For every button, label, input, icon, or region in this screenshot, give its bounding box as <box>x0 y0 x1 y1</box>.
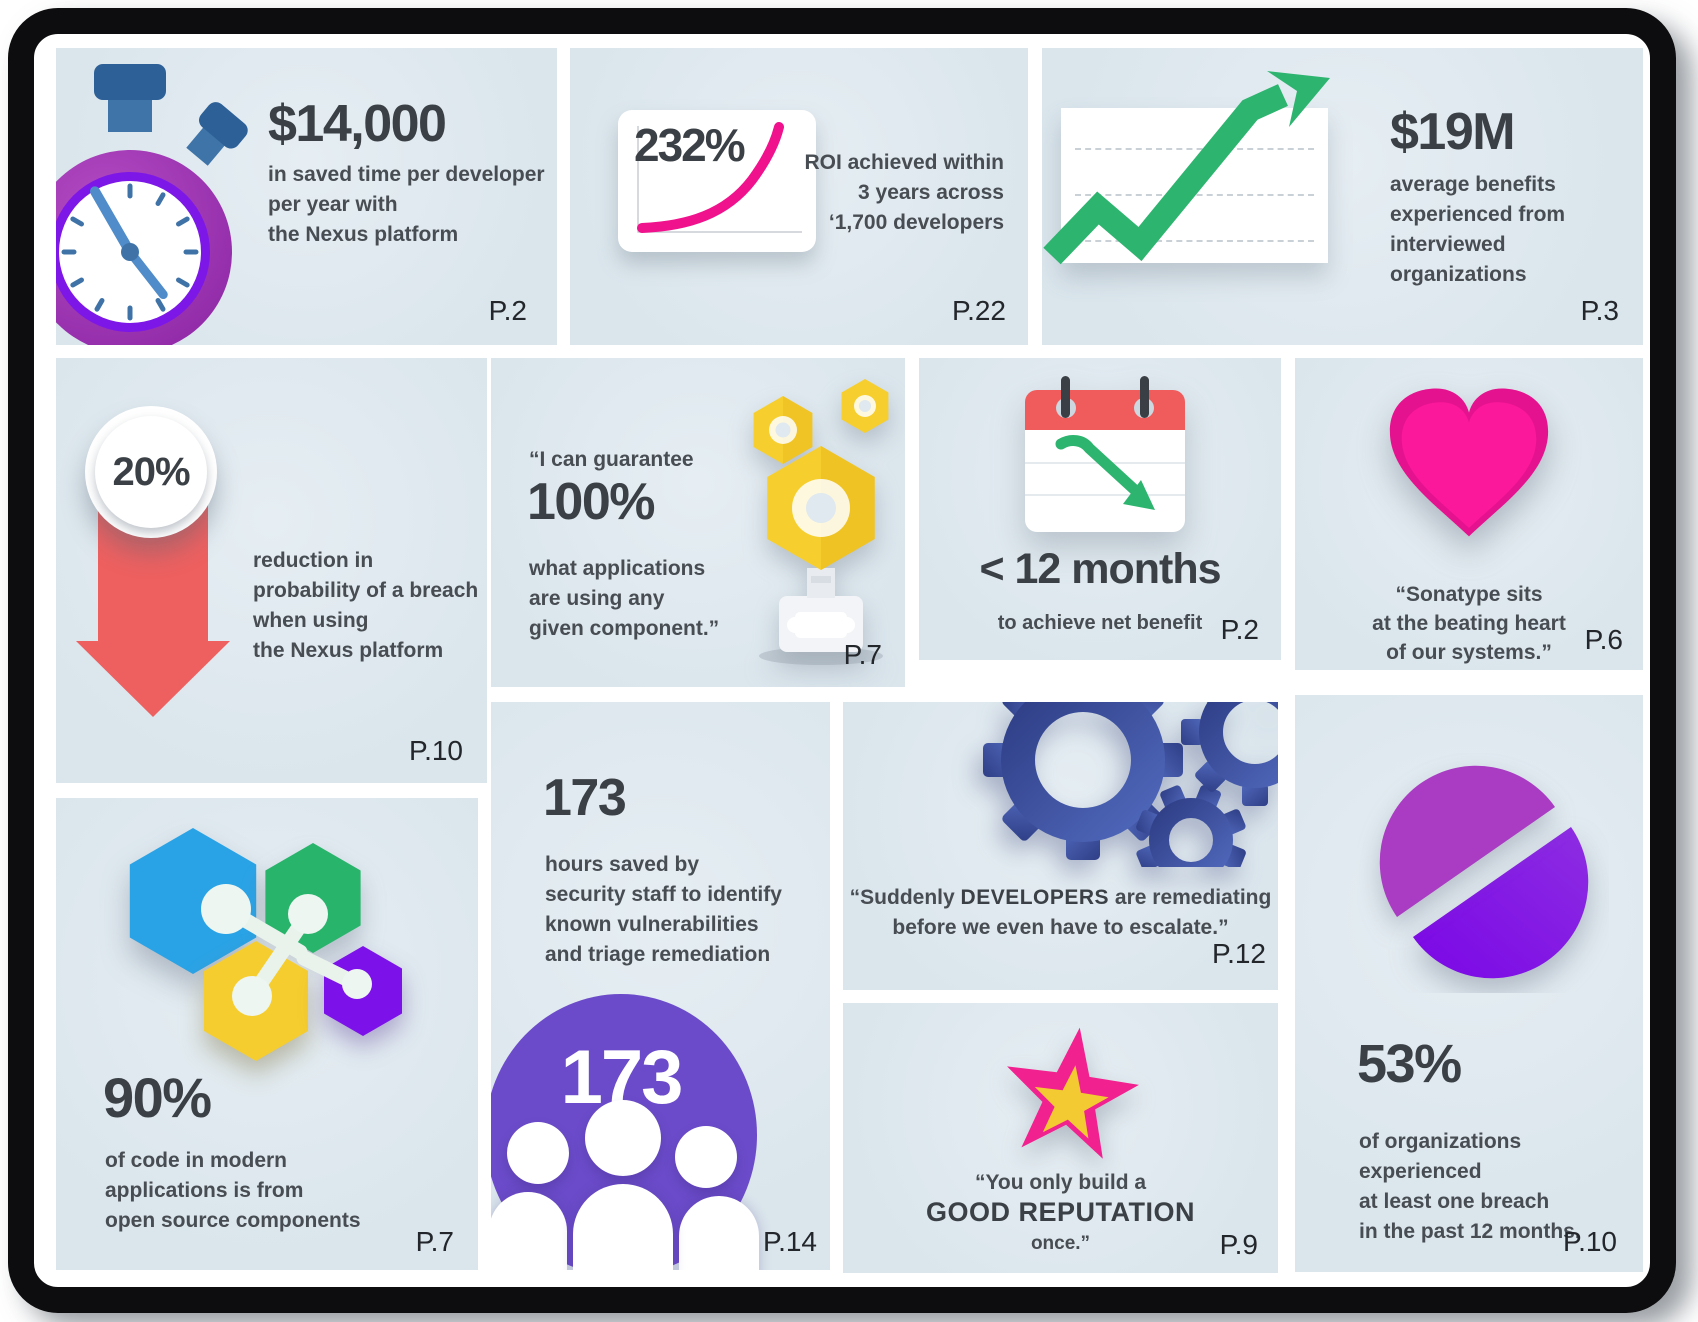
page-ref: P.6 <box>1584 624 1623 655</box>
card-developers-remediate: “Suddenly DEVELOPERS are remediating bef… <box>843 702 1278 990</box>
components-icon <box>129 828 402 1061</box>
card-guarantee: “I can guarantee 100% what applications … <box>491 358 905 687</box>
card-benefits: $19M average benefits experienced from i… <box>1042 48 1643 345</box>
person-icon <box>675 1126 737 1188</box>
card-breaches: 53% of organizations experienced at leas… <box>1295 695 1643 1272</box>
card-sonatype-heart: “Sonatype sits at the beating heart of o… <box>1295 358 1643 670</box>
page-ref: P.22 <box>952 295 1006 326</box>
card-breach-reduction: 20% reduction in probability of a breach… <box>56 358 487 783</box>
stat-saved-time: $14,000 <box>268 95 447 153</box>
breaches-desc: of organizations experienced at least on… <box>1359 1130 1581 1243</box>
growth-curve-icon: 232% <box>618 110 816 252</box>
hours-saved-desc: hours saved by security staff to identif… <box>545 853 782 966</box>
reputation-line2: GOOD REPUTATION <box>926 1197 1195 1227</box>
person-icon <box>585 1100 661 1176</box>
stopwatch-icon <box>56 64 248 345</box>
developers-quote-line1: “Suddenly DEVELOPERS are remediating <box>849 886 1272 909</box>
calendar-trend-icon <box>1055 435 1155 510</box>
calendar-header <box>1025 390 1185 430</box>
calendar-body <box>1025 430 1185 532</box>
net-benefit-desc: to achieve net benefit <box>997 612 1203 634</box>
stat-breaches: 53% <box>1357 1034 1462 1094</box>
stat-net-benefit: < 12 months <box>979 545 1221 593</box>
trophy-icon <box>753 379 889 665</box>
heart-icon <box>1389 388 1549 537</box>
stat-open-source: 90% <box>103 1066 212 1129</box>
saved-time-desc: in saved time per developer per year wit… <box>268 163 545 246</box>
gears-icon <box>983 702 1278 867</box>
person-icon <box>507 1122 569 1184</box>
card-roi: 232% ROI achieved within 3 years across … <box>570 48 1028 345</box>
down-arrow-head <box>76 641 230 717</box>
team-icon: 173 <box>491 994 759 1270</box>
stat-benefits: $19M <box>1390 103 1516 161</box>
page-ref: P.2 <box>1220 614 1259 645</box>
heart-quote: “Sonatype sits at the beating heart of o… <box>1372 583 1566 664</box>
calendar-icon <box>1025 376 1185 532</box>
open-source-desc: of code in modern applications is from o… <box>105 1149 361 1232</box>
stat-roi: 232% <box>634 119 746 171</box>
star-icon <box>1007 1027 1139 1159</box>
guarantee-desc: what applications are using any given co… <box>529 557 720 640</box>
stat-guarantee: 100% <box>527 473 656 531</box>
page-ref: P.12 <box>1212 938 1266 969</box>
reputation-line3: once.” <box>1030 1233 1091 1254</box>
stat-circle: 20% <box>85 406 217 538</box>
stat-breach-reduction: 20% <box>95 416 207 528</box>
page-ref: P.3 <box>1580 295 1619 326</box>
card-hours-saved: 173 hours saved by security staff to ide… <box>491 702 830 1270</box>
page-ref: P.2 <box>488 295 527 326</box>
breach-reduction-desc: reduction in probability of a breach whe… <box>253 549 479 662</box>
card-open-source: 90% of code in modern applications is fr… <box>56 798 478 1270</box>
pie-chart-icon <box>1379 765 1589 979</box>
page-ref: P.9 <box>1219 1229 1258 1260</box>
page-ref: P.10 <box>409 735 463 766</box>
card-reputation: “You only build a GOOD REPUTATION once.”… <box>843 1003 1278 1273</box>
developers-quote-line2: before we even have to escalate.” <box>892 916 1229 939</box>
roi-desc: ROI achieved within 3 years across ‘1,70… <box>804 151 1004 234</box>
page-ref: P.7 <box>415 1226 454 1257</box>
page-ref: P.7 <box>843 639 882 670</box>
stat-hours-saved: 173 <box>543 769 627 827</box>
quote-intro: “I can guarantee <box>529 448 694 471</box>
benefits-desc: average benefits experienced from interv… <box>1390 173 1566 286</box>
card-net-benefit: < 12 months to achieve net benefit P.2 <box>919 358 1281 660</box>
quote-emphasis: DEVELOPERS <box>960 886 1110 909</box>
reputation-line1: “You only build a <box>974 1171 1147 1194</box>
page-ref: P.10 <box>1563 1226 1617 1257</box>
page-ref: P.14 <box>763 1226 817 1257</box>
trend-arrow-icon <box>1043 71 1330 265</box>
card-saved-time: $14,000 in saved time per developer per … <box>56 48 557 345</box>
